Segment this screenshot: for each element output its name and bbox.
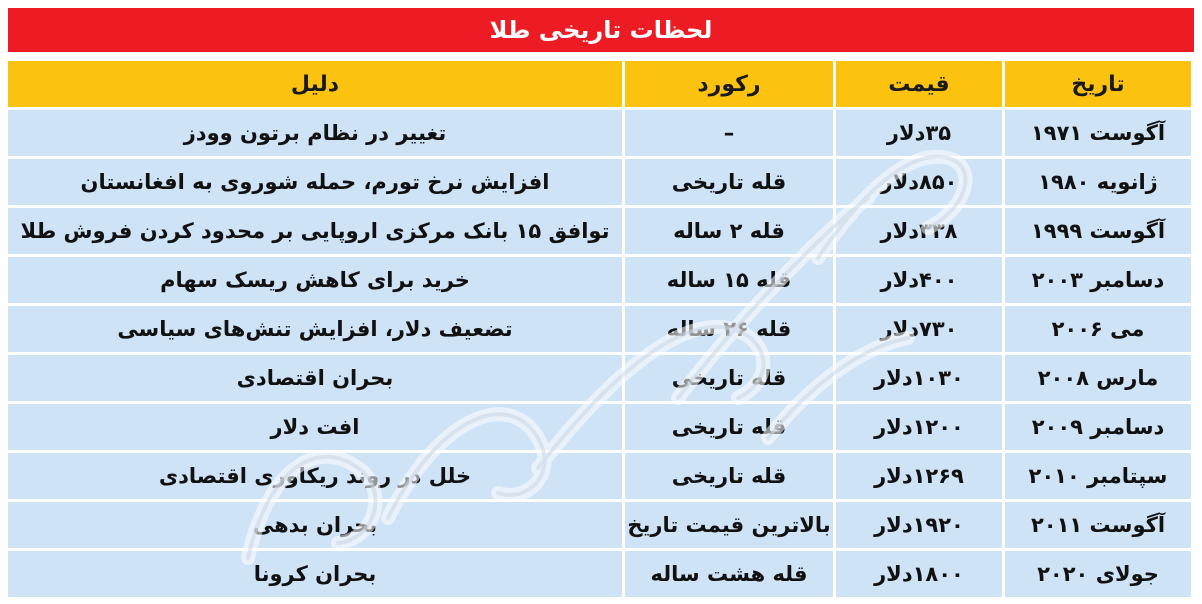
cell-price: ۷۳۰دلار [836,306,1002,352]
table-row: سپتامبر ۲۰۱۰ ۱۲۶۹دلار قله تاریخی خلل در … [8,453,1191,499]
cell-record: قله تاریخی [625,404,833,450]
table-row: دسامبر ۲۰۰۳ ۴۰۰دلار قله ۱۵ ساله خرید برا… [8,257,1191,303]
table-row: جولای ۲۰۲۰ ۱۸۰۰دلار قله هشت ساله بحران ک… [8,551,1191,597]
cell-reason: بحران کرونا [8,551,622,597]
cell-date: می ۲۰۰۶ [1005,306,1191,352]
cell-record: قله ۱۵ ساله [625,257,833,303]
cell-reason: خرید برای کاهش ریسک سهام [8,257,622,303]
table-row: ژانویه ۱۹۸۰ ۸۵۰دلار قله تاریخی افزایش نر… [8,159,1191,205]
cell-record: قله تاریخی [625,355,833,401]
cell-date: دسامبر ۲۰۰۹ [1005,404,1191,450]
cell-date: دسامبر ۲۰۰۳ [1005,257,1191,303]
column-header-date: تاریخ [1005,61,1191,107]
table-title: لحظات تاریخی طلا [8,8,1194,52]
table-row: آگوست ۱۹۷۱ ۳۵دلار – تغییر در نظام برتون … [8,110,1191,156]
cell-price: ۱۰۳۰دلار [836,355,1002,401]
cell-reason: افت دلار [8,404,622,450]
column-header-reason: دلیل [8,61,622,107]
cell-price: ۴۰۰دلار [836,257,1002,303]
cell-price: ۳۳۸دلار [836,208,1002,254]
table-container: لحظات تاریخی طلا تاریخ قیمت رکورد دلیل آ… [8,8,1194,597]
cell-price: ۱۹۲۰دلار [836,502,1002,548]
cell-reason: تغییر در نظام برتون وودز [8,110,622,156]
cell-record: بالاترین قیمت تاریخ [625,502,833,548]
cell-record: قله تاریخی [625,159,833,205]
cell-reason: توافق ۱۵ بانک مرکزی اروپایی بر محدود کرد… [8,208,622,254]
cell-price: ۱۸۰۰دلار [836,551,1002,597]
cell-reason: تضعیف دلار، افزایش تنش‌های سیاسی [8,306,622,352]
header-row: تاریخ قیمت رکورد دلیل [8,61,1191,107]
cell-record: – [625,110,833,156]
cell-reason: بحران اقتصادی [8,355,622,401]
table-row: دسامبر ۲۰۰۹ ۱۲۰۰دلار قله تاریخی افت دلار [8,404,1191,450]
cell-price: ۱۲۶۹دلار [836,453,1002,499]
cell-date: مارس ۲۰۰۸ [1005,355,1191,401]
column-header-record: رکورد [625,61,833,107]
table-row: مارس ۲۰۰۸ ۱۰۳۰دلار قله تاریخی بحران اقتص… [8,355,1191,401]
table-row: می ۲۰۰۶ ۷۳۰دلار قله ۲۶ ساله تضعیف دلار، … [8,306,1191,352]
table-row: آگوست ۱۹۹۹ ۳۳۸دلار قله ۲ ساله توافق ۱۵ ب… [8,208,1191,254]
cell-price: ۸۵۰دلار [836,159,1002,205]
cell-record: قله ۲۶ ساله [625,306,833,352]
cell-reason: بحران بدهی [8,502,622,548]
cell-record: قله هشت ساله [625,551,833,597]
cell-record: قله تاریخی [625,453,833,499]
cell-reason: افزایش نرخ تورم، حمله شوروی به افغانستان [8,159,622,205]
cell-date: آگوست ۱۹۹۹ [1005,208,1191,254]
cell-price: ۳۵دلار [836,110,1002,156]
cell-record: قله ۲ ساله [625,208,833,254]
cell-date: آگوست ۲۰۱۱ [1005,502,1191,548]
cell-date: جولای ۲۰۲۰ [1005,551,1191,597]
cell-date: ژانویه ۱۹۸۰ [1005,159,1191,205]
table-row: آگوست ۲۰۱۱ ۱۹۲۰دلار بالاترین قیمت تاریخ … [8,502,1191,548]
cell-reason: خلل در روند ریکاوری اقتصادی [8,453,622,499]
cell-date: آگوست ۱۹۷۱ [1005,110,1191,156]
cell-date: سپتامبر ۲۰۱۰ [1005,453,1191,499]
cell-price: ۱۲۰۰دلار [836,404,1002,450]
column-header-price: قیمت [836,61,1002,107]
gold-history-table: تاریخ قیمت رکورد دلیل آگوست ۱۹۷۱ ۳۵دلار … [5,58,1194,600]
